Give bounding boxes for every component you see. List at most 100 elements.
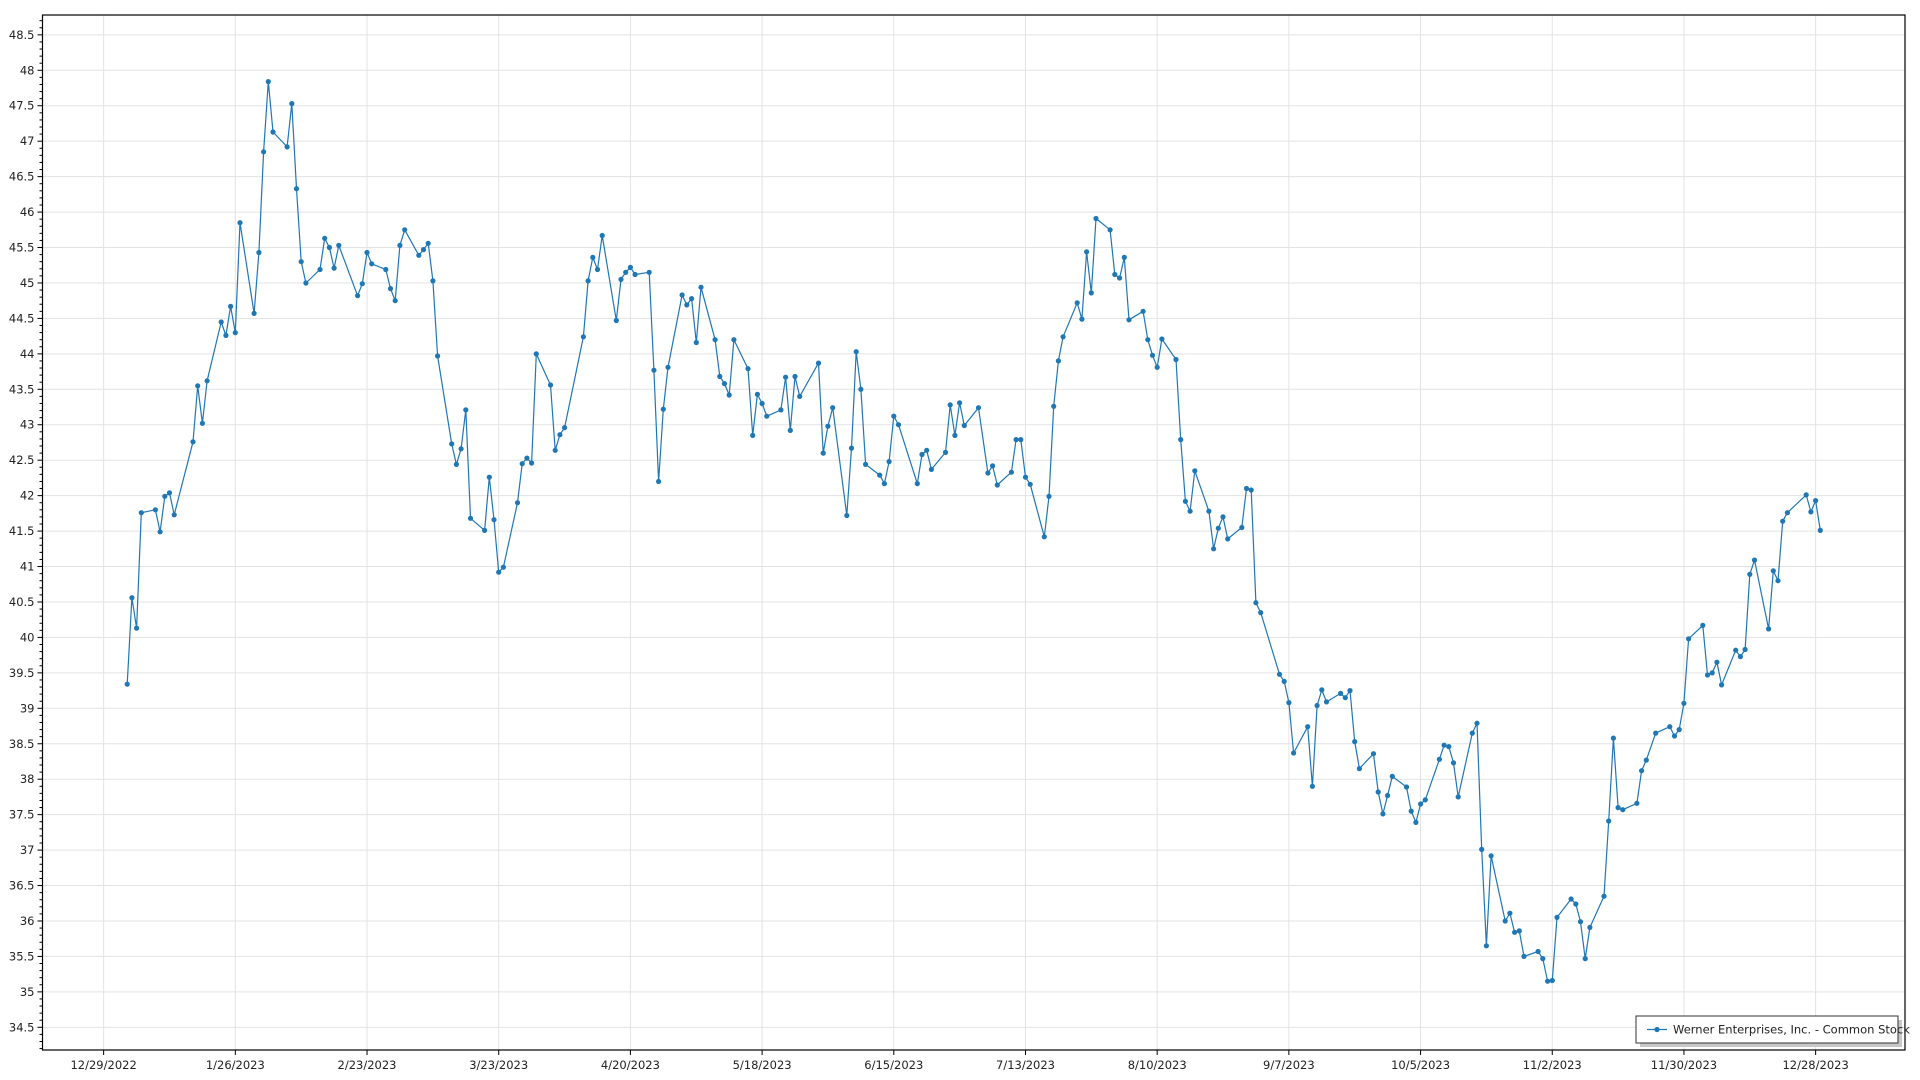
data-point [557, 432, 563, 438]
data-point [759, 400, 765, 407]
data-point [721, 381, 728, 387]
data-point [693, 339, 699, 346]
data-point [547, 382, 554, 388]
x-tick-label: 7/13/2023 [996, 1058, 1055, 1072]
data-point [1187, 508, 1193, 514]
x-tick-label: 8/10/2023 [1128, 1058, 1187, 1072]
data-point [491, 517, 497, 523]
data-point [1418, 801, 1424, 807]
data-point [1178, 437, 1184, 443]
series-layer [124, 79, 1823, 984]
legend-label: Werner Enterprises, Inc. - Common Stock [1673, 1023, 1910, 1037]
data-point [364, 249, 370, 256]
data-point [486, 474, 492, 480]
data-point [1206, 508, 1212, 514]
data-point [712, 337, 718, 343]
data-point [1549, 977, 1555, 984]
data-point [204, 378, 210, 384]
data-point [1385, 792, 1391, 799]
data-point [1554, 914, 1560, 921]
data-point [928, 466, 935, 472]
data-point [689, 296, 695, 302]
data-point [1041, 534, 1047, 540]
data-point [613, 317, 619, 324]
data-point [1615, 805, 1621, 811]
data-point [1356, 766, 1362, 772]
data-point [684, 302, 690, 308]
data-point [397, 242, 403, 248]
data-point [1436, 756, 1442, 762]
data-point [1817, 527, 1823, 534]
data-point [1582, 956, 1588, 962]
y-axis: 34.5 35 35.5 36 36.5 37 37.5 38 38.5 39 39.5 40 40.5… [9, 20, 43, 1050]
data-point [1112, 271, 1118, 278]
data-point [1780, 518, 1786, 524]
data-point [317, 266, 323, 273]
data-point [975, 405, 982, 411]
data-point [435, 353, 441, 359]
data-point [369, 261, 375, 267]
data-point [717, 373, 723, 380]
data-point [1211, 546, 1217, 552]
data-point [618, 276, 624, 282]
data-point [665, 364, 671, 370]
data-point [1159, 336, 1165, 342]
y-tick-label: 39.5 [9, 666, 35, 680]
data-point [679, 292, 685, 298]
data-point [646, 269, 652, 275]
data-point [1046, 493, 1052, 499]
data-point [529, 460, 535, 466]
x-tick-label: 4/20/2023 [601, 1058, 660, 1072]
y-tick-label: 39 [20, 701, 35, 715]
data-point [1709, 670, 1715, 676]
data-point [1751, 557, 1758, 563]
data-point [402, 227, 408, 233]
y-tick-label: 35.5 [9, 949, 35, 963]
data-point [1545, 978, 1551, 984]
data-point [1225, 536, 1231, 542]
data-point [1258, 610, 1264, 616]
data-point [815, 360, 822, 366]
data-point [232, 330, 238, 336]
data-point [1474, 720, 1480, 726]
data-point [383, 266, 389, 273]
data-point [660, 406, 666, 412]
legend-marker-swatch [1654, 1026, 1660, 1033]
data-point [1737, 654, 1743, 660]
data-point [293, 186, 300, 192]
data-point [1803, 492, 1809, 498]
data-point [1686, 636, 1692, 642]
data-point [1121, 254, 1127, 260]
data-point [594, 266, 601, 273]
y-tick-label: 42.5 [9, 453, 35, 467]
data-point [1634, 800, 1640, 806]
data-point [1610, 735, 1616, 741]
x-tick-label: 5/18/2023 [733, 1058, 792, 1072]
data-point [580, 334, 587, 340]
data-point [1601, 893, 1607, 899]
data-point [496, 569, 502, 575]
y-tick-label: 41 [20, 560, 35, 574]
data-point [1149, 352, 1156, 358]
data-point [1305, 724, 1311, 730]
y-tick-label: 43 [20, 418, 35, 432]
legend[interactable]: Werner Enterprises, Inc. - Common Stock [1635, 1015, 1910, 1047]
data-point [533, 351, 539, 357]
x-tick-label: 6/15/2023 [864, 1058, 923, 1072]
data-point [924, 447, 930, 453]
data-point [792, 373, 798, 380]
data-point [1342, 695, 1348, 701]
data-point [1084, 249, 1090, 255]
data-point [881, 481, 888, 487]
x-tick-label: 3/23/2023 [469, 1058, 528, 1072]
data-point [430, 278, 436, 284]
data-point [914, 481, 920, 487]
data-point [1507, 910, 1513, 916]
data-point [961, 422, 967, 429]
data-point [265, 79, 271, 85]
data-point [134, 625, 140, 631]
data-point [162, 493, 168, 499]
data-point [420, 247, 427, 253]
data-point [947, 402, 953, 408]
data-point [797, 393, 803, 399]
